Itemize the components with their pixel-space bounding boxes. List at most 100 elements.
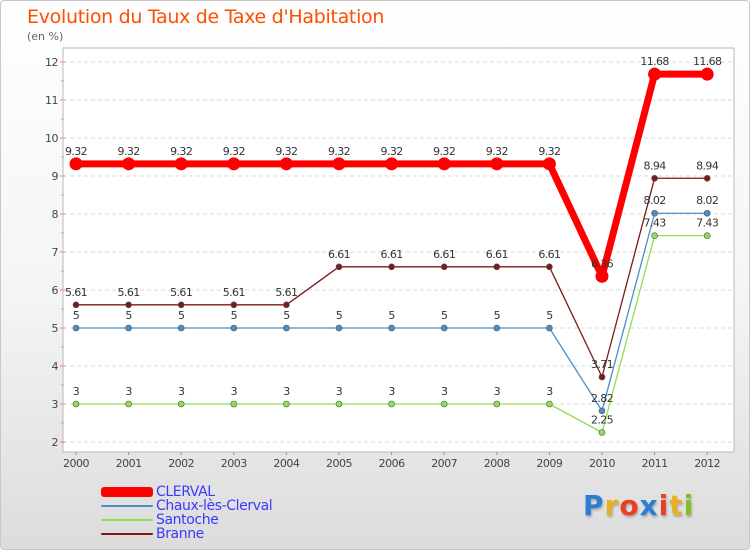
data-point [174,157,188,171]
data-point [125,301,132,309]
data-point [230,324,238,332]
x-tick-label: 2004 [273,457,299,470]
y-tick-label: 4 [52,360,59,373]
data-label: 9.32 [275,145,297,158]
data-label: 5.61 [223,286,245,299]
legend-item-branne[interactable]: Branne [101,527,272,541]
data-label: 3 [231,385,238,398]
legend-swatch-chaux-les-clerval [101,505,153,507]
data-label: 7.43 [644,217,667,230]
data-label: 5 [336,309,343,322]
data-point [651,232,658,239]
data-label: 7.43 [696,217,719,230]
legend-swatch-branne [101,533,153,535]
data-point [335,263,343,271]
data-label: 6.61 [486,248,508,261]
data-label: 6.36 [591,257,614,270]
data-label: 11.68 [640,55,669,68]
x-tick-label: 2008 [484,457,510,470]
legend-item-santoche[interactable]: Santoche [101,513,272,527]
y-tick-label: 10 [45,132,58,145]
data-point [440,324,448,332]
x-tick-label: 2005 [326,457,352,470]
data-label: 5 [283,309,290,322]
data-point [651,174,658,182]
legend-label-santoche: Santoche [156,512,219,528]
data-label: 5 [178,309,185,322]
data-point [388,324,395,332]
logo-letter: t [669,489,684,522]
data-point [546,263,553,271]
data-point [493,324,501,332]
data-point [595,269,609,283]
data-point [177,400,185,408]
data-label: 3 [494,385,501,398]
data-label: 5.61 [65,286,87,299]
data-point [703,174,711,182]
data-label: 3 [73,385,80,398]
data-point [72,324,80,332]
legend-label-clerval: CLERVAL [156,484,215,500]
x-tick-label: 2003 [221,457,247,470]
y-tick-label: 6 [52,284,59,297]
legend-swatch-santoche [101,519,153,521]
x-tick-label: 2002 [168,457,194,470]
x-tick-label: 2011 [642,457,668,470]
data-point [546,324,553,332]
data-label: 3 [336,385,343,398]
data-point [703,209,711,217]
data-label: 3 [441,385,448,398]
data-label: 9.32 [381,145,403,158]
data-point [440,400,448,408]
data-label: 9.32 [118,145,140,158]
data-label: 9.32 [170,145,192,158]
y-tick-label: 11 [45,94,58,107]
data-point [598,429,606,436]
x-tick-label: 2001 [116,457,142,470]
data-label: 8.94 [644,159,667,172]
data-label: 3 [125,385,132,398]
y-tick-label: 7 [52,246,59,259]
data-point [122,157,136,171]
data-point [283,301,290,309]
data-point [230,301,238,309]
logo-letter: r [604,489,620,522]
data-label: 2.82 [591,392,613,405]
data-label: 9.32 [65,145,87,158]
data-point [335,400,343,408]
data-point [177,324,185,332]
data-point [335,324,343,332]
data-point [493,263,501,271]
data-label: 5.61 [118,286,140,299]
data-point [542,157,556,171]
data-point [440,263,448,271]
x-tick-label: 2006 [379,457,405,470]
data-label: 6.61 [328,248,350,261]
data-label: 9.32 [223,145,245,158]
data-label: 5 [494,309,501,322]
data-label: 5 [125,309,132,322]
data-point [283,324,290,332]
data-point [700,67,714,81]
legend-item-clerval[interactable]: CLERVAL [101,485,272,499]
y-tick-label: 2 [52,436,59,449]
data-point [332,157,346,171]
logo-letter: x [639,489,659,522]
chart-title: Evolution du Taux de Taxe d'Habitation [27,6,385,28]
data-label: 5.61 [170,286,192,299]
data-point [177,301,185,309]
data-point [493,400,501,408]
data-label: 9.32 [433,145,455,158]
y-tick-label: 12 [45,56,58,69]
plot-area [62,47,735,453]
data-point [598,407,606,415]
data-label: 3 [388,385,395,398]
legend-item-chaux-les-clerval[interactable]: Chaux-lès-Clerval [101,499,273,513]
data-point [125,400,132,408]
y-tick-label: 3 [52,398,59,411]
data-point [279,157,293,171]
logo-letter: o [619,489,640,522]
data-label: 6.61 [538,248,560,261]
logo-letter: P [583,489,605,522]
